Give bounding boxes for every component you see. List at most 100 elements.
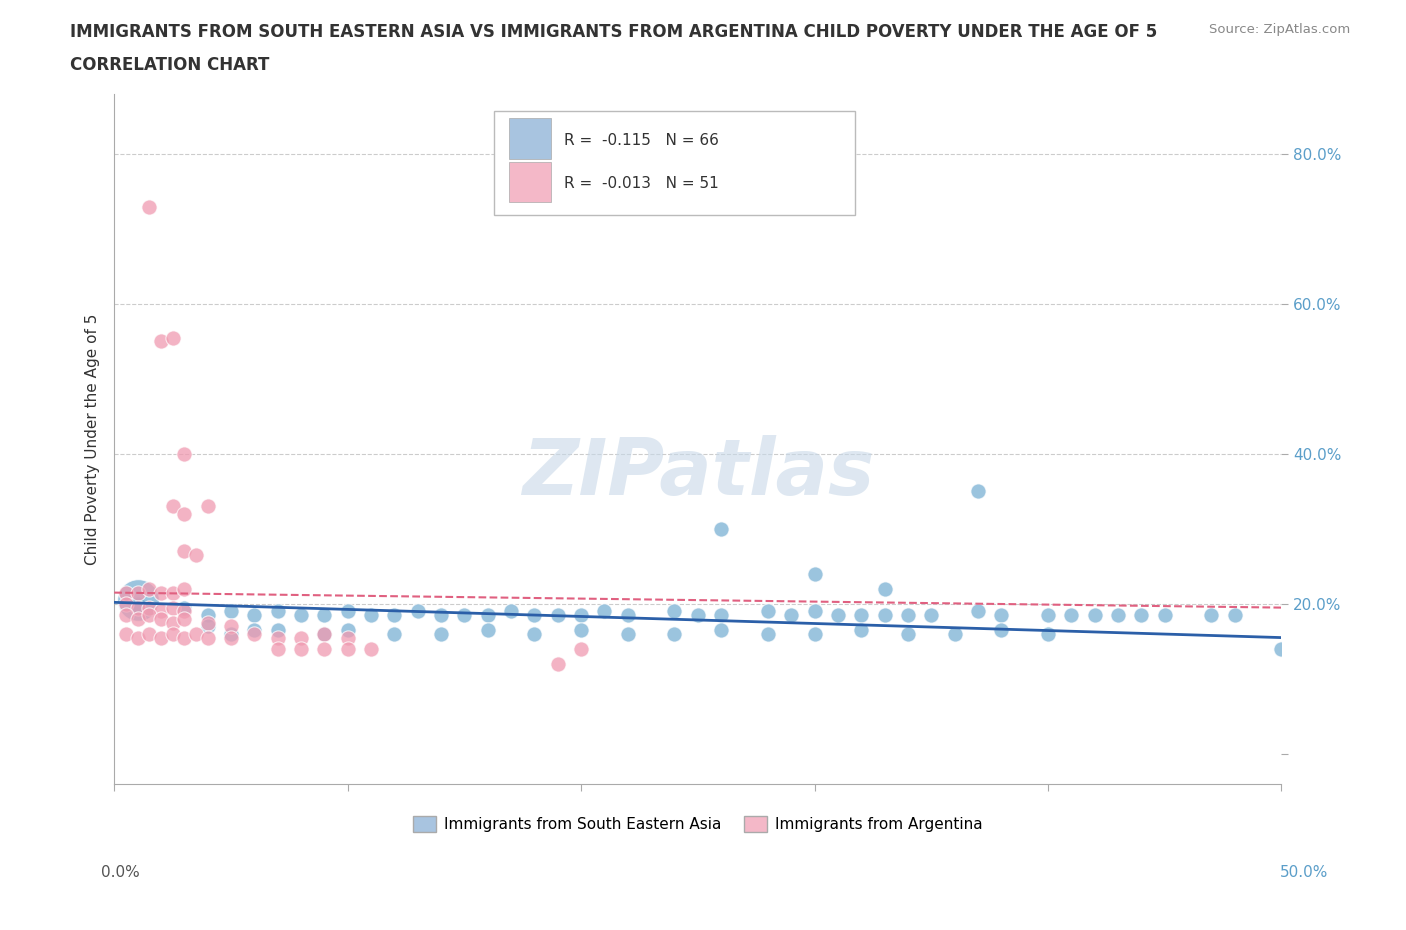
Point <box>756 627 779 642</box>
Point <box>851 607 873 622</box>
Point <box>1130 607 1153 622</box>
Point <box>1036 607 1059 622</box>
Point <box>149 334 172 349</box>
Point <box>382 627 405 642</box>
Point <box>803 627 825 642</box>
Point <box>314 607 336 622</box>
Point <box>115 585 138 600</box>
Point <box>162 600 184 615</box>
Point <box>173 544 195 559</box>
Point <box>138 607 160 622</box>
Point <box>803 604 825 618</box>
Point <box>197 607 219 622</box>
Point <box>127 631 149 645</box>
Point <box>115 627 138 642</box>
Point <box>290 642 312 657</box>
Point <box>593 604 616 618</box>
Point <box>243 607 266 622</box>
Point <box>664 627 686 642</box>
Point <box>290 631 312 645</box>
Point <box>336 623 359 638</box>
Point <box>547 657 569 671</box>
Point <box>197 499 219 514</box>
Point <box>173 631 195 645</box>
Point <box>897 607 920 622</box>
Point <box>430 607 453 622</box>
Point <box>162 585 184 600</box>
Point <box>162 615 184 630</box>
Point <box>184 548 207 563</box>
Point <box>173 446 195 461</box>
Text: R =  -0.115   N = 66: R = -0.115 N = 66 <box>564 133 718 148</box>
Point <box>336 604 359 618</box>
Point <box>173 604 195 618</box>
Point <box>453 607 475 622</box>
Point <box>569 623 592 638</box>
Point <box>197 631 219 645</box>
Point <box>197 615 219 630</box>
Point <box>162 330 184 345</box>
Point <box>197 618 219 633</box>
Point <box>943 627 966 642</box>
Text: CORRELATION CHART: CORRELATION CHART <box>70 56 270 73</box>
Point <box>149 611 172 626</box>
Point <box>990 623 1012 638</box>
Point <box>290 607 312 622</box>
Point <box>127 592 149 607</box>
Text: Source: ZipAtlas.com: Source: ZipAtlas.com <box>1209 23 1350 36</box>
Point <box>162 627 184 642</box>
Point <box>243 623 266 638</box>
Point <box>710 623 733 638</box>
Point <box>360 642 382 657</box>
Point <box>219 604 242 618</box>
Point <box>477 607 499 622</box>
Point <box>382 607 405 622</box>
Point <box>617 607 640 622</box>
Point <box>127 611 149 626</box>
Text: R =  -0.013   N = 51: R = -0.013 N = 51 <box>564 176 718 192</box>
FancyBboxPatch shape <box>509 162 551 203</box>
Point <box>803 566 825 581</box>
Point <box>873 607 896 622</box>
Point <box>430 627 453 642</box>
Point <box>115 596 138 611</box>
Point <box>967 604 990 618</box>
Point <box>115 607 138 622</box>
Point <box>756 604 779 618</box>
Point <box>1107 607 1129 622</box>
Point <box>967 484 990 498</box>
Point <box>149 585 172 600</box>
Point <box>1036 627 1059 642</box>
Point <box>127 600 149 615</box>
Point <box>266 631 288 645</box>
Point <box>243 627 266 642</box>
Point <box>1201 607 1223 622</box>
Point <box>336 642 359 657</box>
Point <box>569 642 592 657</box>
Text: ZIPatlas: ZIPatlas <box>522 435 875 512</box>
Point <box>664 604 686 618</box>
Point <box>173 611 195 626</box>
Point <box>336 631 359 645</box>
Point <box>569 607 592 622</box>
Point <box>1223 607 1246 622</box>
Legend: Immigrants from South Eastern Asia, Immigrants from Argentina: Immigrants from South Eastern Asia, Immi… <box>408 810 988 838</box>
Point <box>173 507 195 522</box>
Point <box>173 581 195 596</box>
Point <box>477 623 499 638</box>
Point <box>138 600 160 615</box>
Y-axis label: Child Poverty Under the Age of 5: Child Poverty Under the Age of 5 <box>86 313 100 565</box>
Point <box>314 627 336 642</box>
Point <box>173 600 195 615</box>
Point <box>127 585 149 600</box>
Point <box>162 499 184 514</box>
Point <box>127 600 149 615</box>
Point <box>851 623 873 638</box>
Text: 50.0%: 50.0% <box>1281 865 1329 880</box>
Point <box>547 607 569 622</box>
Point <box>138 627 160 642</box>
Point <box>617 627 640 642</box>
Point <box>523 607 546 622</box>
Point <box>184 627 207 642</box>
Point <box>1270 642 1292 657</box>
